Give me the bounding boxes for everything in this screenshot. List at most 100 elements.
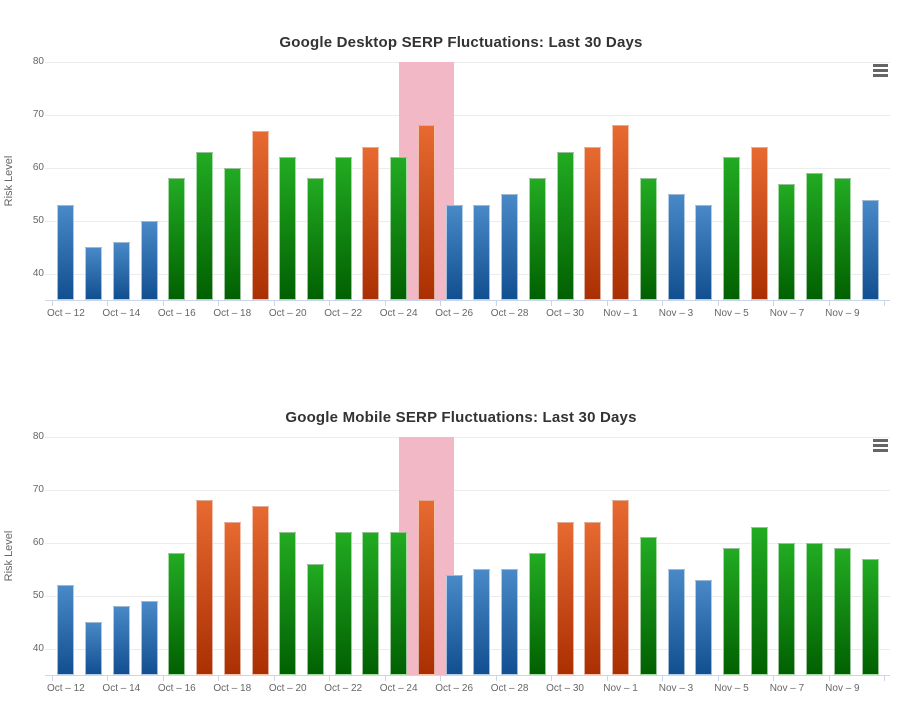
bar[interactable] xyxy=(612,500,630,675)
bar[interactable] xyxy=(196,500,214,675)
y-axis-tick-label: 70 xyxy=(32,108,44,120)
chart-title: Google Desktop SERP Fluctuations: Last 3… xyxy=(279,34,643,51)
x-tick-mark xyxy=(662,301,664,306)
x-axis-label: Nov – 3 xyxy=(658,683,694,694)
hamburger-icon xyxy=(873,449,888,452)
bar[interactable] xyxy=(85,622,103,675)
bar[interactable] xyxy=(695,204,713,300)
x-axis-label: Oct – 14 xyxy=(102,308,141,319)
x-tick-mark xyxy=(273,301,275,306)
bar[interactable] xyxy=(584,521,602,675)
bar[interactable] xyxy=(168,553,186,675)
x-tick-mark xyxy=(273,676,275,681)
y-axis-tick-label: 40 xyxy=(32,642,44,654)
bar[interactable] xyxy=(223,167,241,300)
chart-context-menu-button[interactable] xyxy=(873,439,888,452)
bar[interactable] xyxy=(223,521,241,675)
bar[interactable] xyxy=(390,532,408,675)
bar[interactable] xyxy=(584,146,602,300)
bar[interactable] xyxy=(473,204,491,300)
y-axis-tick-label: 60 xyxy=(32,161,44,173)
bar[interactable] xyxy=(556,151,574,300)
bar[interactable] xyxy=(667,569,685,675)
x-tick-mark xyxy=(218,301,220,306)
bar[interactable] xyxy=(639,537,657,675)
x-axis-label: Nov – 7 xyxy=(769,308,805,319)
desktop-serp-chart: Google Desktop SERP Fluctuations: Last 3… xyxy=(0,8,922,328)
bar[interactable] xyxy=(833,548,851,675)
x-tick-mark xyxy=(884,676,885,681)
bar[interactable] xyxy=(473,569,491,675)
bar[interactable] xyxy=(861,558,879,675)
bar[interactable] xyxy=(112,241,130,300)
bar[interactable] xyxy=(334,532,352,675)
bar[interactable] xyxy=(722,157,740,300)
bar[interactable] xyxy=(750,146,768,300)
bar[interactable] xyxy=(501,194,519,300)
bar[interactable] xyxy=(306,563,324,675)
bar[interactable] xyxy=(362,146,380,300)
bar[interactable] xyxy=(140,600,158,675)
bar[interactable] xyxy=(417,125,435,300)
x-tick-mark xyxy=(162,301,164,306)
bar[interactable] xyxy=(806,173,824,300)
chart-context-menu-button[interactable] xyxy=(873,64,888,77)
bar[interactable] xyxy=(279,532,297,675)
x-tick-mark xyxy=(606,676,608,681)
bar[interactable] xyxy=(556,521,574,675)
x-tick-mark xyxy=(773,301,775,306)
bar[interactable] xyxy=(196,151,214,300)
gridline xyxy=(45,114,890,116)
gridline xyxy=(45,489,890,491)
x-axis-label: Oct – 16 xyxy=(157,308,196,319)
bar[interactable] xyxy=(57,585,75,675)
x-tick-mark xyxy=(329,676,331,681)
bar[interactable] xyxy=(112,606,130,675)
x-tick-mark xyxy=(495,301,497,306)
x-tick-mark xyxy=(828,301,830,306)
bar[interactable] xyxy=(334,157,352,300)
bar[interactable] xyxy=(528,553,546,675)
bar[interactable] xyxy=(639,178,657,300)
x-axis-label: Oct – 22 xyxy=(324,683,363,694)
bar[interactable] xyxy=(722,548,740,675)
bar[interactable] xyxy=(445,204,463,300)
bar[interactable] xyxy=(501,569,519,675)
bar[interactable] xyxy=(417,500,435,675)
x-axis-label: Oct – 24 xyxy=(379,683,418,694)
bar[interactable] xyxy=(362,532,380,675)
bar[interactable] xyxy=(750,526,768,675)
x-tick-mark xyxy=(107,676,109,681)
bar[interactable] xyxy=(57,204,75,300)
bar[interactable] xyxy=(528,178,546,300)
bar[interactable] xyxy=(306,178,324,300)
x-tick-mark xyxy=(884,301,885,306)
bar[interactable] xyxy=(833,178,851,300)
bar[interactable] xyxy=(168,178,186,300)
bar[interactable] xyxy=(695,579,713,675)
bar[interactable] xyxy=(445,574,463,675)
bar[interactable] xyxy=(251,130,269,300)
bar[interactable] xyxy=(667,194,685,300)
bar[interactable] xyxy=(806,542,824,675)
bar[interactable] xyxy=(612,125,630,300)
x-axis-label: Nov – 9 xyxy=(825,308,860,319)
x-tick-mark xyxy=(551,676,553,681)
x-tick-mark xyxy=(384,301,386,306)
x-axis-label: Oct – 26 xyxy=(435,308,474,319)
bar[interactable] xyxy=(251,505,269,675)
gridline xyxy=(45,437,890,438)
bar[interactable] xyxy=(778,183,796,300)
bar[interactable] xyxy=(85,247,103,300)
bar[interactable] xyxy=(279,157,297,300)
bar[interactable] xyxy=(778,542,796,675)
bar[interactable] xyxy=(861,199,879,300)
x-axis-line xyxy=(45,300,890,301)
x-axis-label: Nov – 5 xyxy=(714,683,749,694)
bar[interactable] xyxy=(390,157,408,300)
x-tick-mark xyxy=(606,301,608,306)
x-tick-mark xyxy=(384,676,386,681)
bar[interactable] xyxy=(140,220,158,300)
x-tick-mark xyxy=(218,676,220,681)
y-axis-tick-label: 80 xyxy=(32,431,44,442)
